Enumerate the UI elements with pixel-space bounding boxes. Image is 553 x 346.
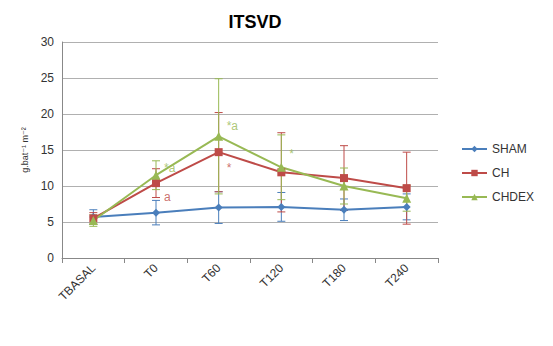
svg-text:T0: T0	[141, 261, 161, 281]
svg-text:*a: *a	[164, 161, 176, 175]
svg-text:20: 20	[41, 107, 55, 121]
svg-text:T240: T240	[382, 261, 411, 290]
svg-text:ITSVD: ITSVD	[228, 12, 281, 32]
svg-text:5: 5	[47, 215, 54, 229]
svg-text:T180: T180	[320, 261, 349, 290]
svg-text:*a: *a	[227, 119, 239, 133]
svg-text:CHDEX: CHDEX	[492, 190, 534, 204]
svg-text:*: *	[289, 147, 294, 161]
svg-text:30: 30	[41, 35, 55, 49]
svg-text:SHAM: SHAM	[492, 142, 527, 156]
svg-text:T60: T60	[199, 261, 224, 286]
svg-text:10: 10	[41, 179, 55, 193]
svg-text:15: 15	[41, 143, 55, 157]
svg-text:a: a	[164, 190, 171, 204]
svg-text:CH: CH	[492, 166, 509, 180]
svg-text:25: 25	[41, 71, 55, 85]
svg-text:g.bat⁻¹ m⁻²: g.bat⁻¹ m⁻²	[20, 127, 30, 173]
svg-text:*: *	[227, 161, 232, 175]
svg-text:TBASAL: TBASAL	[56, 261, 99, 304]
svg-text:0: 0	[47, 251, 54, 265]
svg-text:T120: T120	[257, 261, 286, 290]
